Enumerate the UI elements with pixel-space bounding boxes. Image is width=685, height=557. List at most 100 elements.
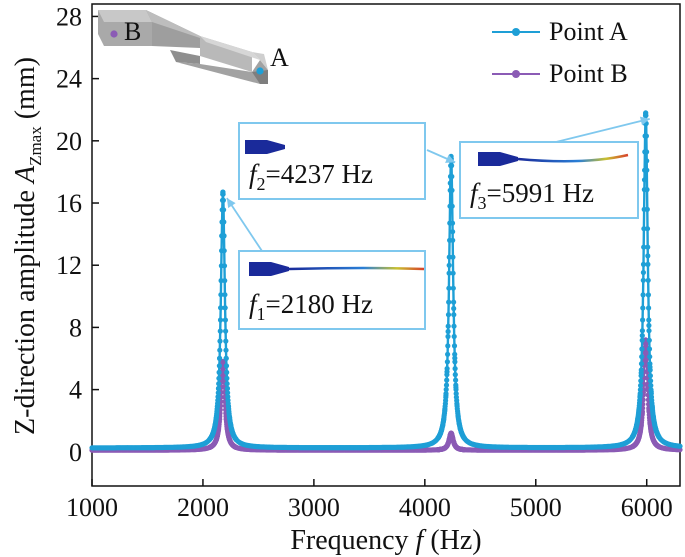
data-point — [640, 292, 646, 298]
data-point — [646, 305, 652, 311]
data-point — [223, 338, 229, 344]
data-point — [446, 285, 452, 291]
data-point — [449, 187, 455, 193]
data-point — [451, 305, 457, 312]
data-point — [641, 177, 648, 183]
data-point — [656, 444, 662, 450]
data-point — [647, 373, 654, 379]
legend: Point A Point B — [492, 17, 628, 88]
data-point — [223, 355, 229, 361]
callout-arrowhead — [445, 154, 456, 163]
data-point — [451, 333, 457, 340]
mode-shape-icon — [478, 152, 629, 166]
data-point — [445, 343, 451, 349]
x-tick-label: 6000 — [621, 493, 673, 522]
frequency-callouts: f1=2180 Hz f2=4237 Hz f3=5991 Hz — [226, 116, 650, 330]
data-point — [221, 263, 228, 269]
x-tick-label: 2000 — [177, 493, 229, 522]
series-point-b — [89, 337, 683, 453]
data-point — [644, 187, 650, 193]
legend-label-point-a: Point A — [549, 17, 628, 46]
data-point — [452, 355, 458, 361]
x-tick-label: 1000 — [66, 493, 118, 522]
data-point — [452, 351, 458, 357]
y-tick-label: 12 — [56, 251, 82, 280]
data-point — [639, 354, 645, 360]
data-point — [222, 305, 228, 311]
y-tick-label: 4 — [69, 376, 82, 405]
data-point — [218, 278, 224, 284]
data-point — [446, 254, 452, 260]
y-axis-label: Z-direction amplitude AZmax (mm) — [10, 57, 45, 435]
inset-label-b: B — [124, 17, 141, 46]
data-point — [638, 382, 644, 389]
x-axis-label: Frequency f (Hz) — [290, 525, 481, 556]
data-point — [217, 338, 223, 344]
data-point — [641, 226, 647, 232]
data-point — [644, 350, 650, 356]
data-point — [648, 382, 654, 389]
data-point — [449, 203, 455, 209]
data-point — [224, 375, 230, 381]
data-point — [217, 317, 224, 323]
x-axis-ticks: 1000 2000 3000 4000 5000 6000 — [66, 479, 673, 522]
data-point — [450, 270, 456, 276]
data-point — [224, 369, 230, 375]
data-point — [645, 277, 651, 283]
data-point — [217, 328, 223, 334]
callout-box — [238, 122, 426, 200]
data-point — [450, 237, 456, 243]
data-point — [445, 351, 451, 357]
data-point — [644, 149, 650, 155]
data-point — [223, 363, 230, 369]
data-point — [452, 366, 458, 372]
y-tick-label: 16 — [56, 189, 82, 218]
data-point — [451, 299, 457, 305]
mode-shape-icon — [249, 262, 425, 276]
data-point — [218, 305, 224, 311]
data-point — [644, 206, 650, 212]
data-point — [648, 378, 654, 384]
callout-arrowhead — [639, 116, 650, 126]
data-point — [221, 219, 227, 225]
data-point — [646, 337, 652, 343]
y-tick-label: 20 — [56, 127, 82, 156]
plot-area-frame — [91, 3, 681, 487]
data-point — [233, 444, 239, 450]
data-point — [640, 277, 646, 283]
data-point — [445, 312, 452, 318]
data-point — [452, 372, 458, 378]
callout-frequency-label: f3=5991 Hz — [470, 178, 594, 213]
data-point — [656, 434, 662, 440]
data-point — [449, 220, 456, 226]
data-point — [224, 385, 230, 392]
data-point — [222, 317, 228, 323]
data-point — [645, 253, 651, 259]
data-point — [638, 373, 644, 379]
data-point — [451, 312, 457, 318]
callout-arrow — [555, 117, 650, 143]
data-point — [444, 366, 450, 372]
data-point — [646, 322, 652, 329]
series-line — [92, 339, 680, 452]
data-point — [640, 317, 646, 323]
data-point — [217, 355, 223, 361]
data-point — [217, 347, 223, 353]
y-tick-label: 0 — [69, 438, 82, 467]
callout-arrowhead — [226, 198, 236, 209]
y-axis-ticks: 0 4 8 12 16 20 24 28 — [56, 2, 99, 467]
data-point — [446, 270, 452, 276]
data-point — [639, 333, 645, 339]
data-point — [445, 333, 451, 340]
data-point — [647, 361, 653, 367]
y-tick-label: 28 — [56, 2, 82, 31]
data-point — [444, 359, 450, 365]
callout-frequency-label: f2=4237 Hz — [249, 159, 373, 194]
data-point — [233, 436, 239, 443]
data-point — [216, 363, 222, 369]
data-point — [215, 390, 221, 396]
data-point — [638, 378, 644, 384]
data-point — [450, 229, 456, 235]
point-b-marker — [110, 30, 118, 38]
data-point — [450, 285, 456, 291]
